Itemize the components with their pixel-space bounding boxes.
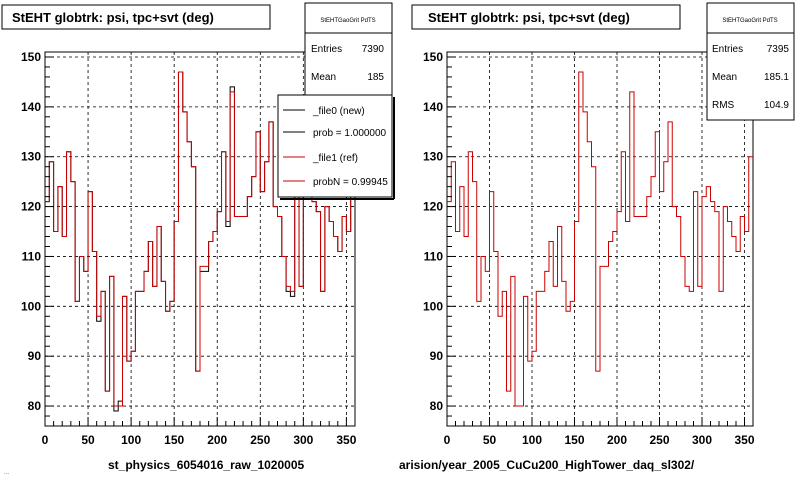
right-stats-rms-label: RMS (712, 100, 735, 111)
left-ytick-label-100: 100 (21, 299, 41, 313)
right-stats-mean-value: 185.1 (764, 72, 789, 83)
right-axes: 0 50 100 150 200 250 300 350 80 90 100 110 120 130 140… (423, 50, 755, 447)
right-series-0 (447, 71, 753, 407)
left-stats-mean-label: Mean (311, 72, 336, 83)
right-xtick-label-200: 200 (607, 433, 627, 447)
left-title: StEHT globtrk: psi, tpc+svt (deg) (12, 10, 214, 25)
left-title-box (1, 4, 271, 30)
left-xtick-label-250: 250 (250, 433, 270, 447)
right-ytick-label-140: 140 (423, 100, 443, 114)
right-xtick-label-100: 100 (522, 433, 542, 447)
left-xtick-label-200: 200 (207, 433, 227, 447)
left-ytick-label-80: 80 (28, 399, 42, 413)
right-ytick-label-100: 100 (423, 299, 443, 313)
legend-entry-file1: _file1 (ref) (312, 153, 358, 164)
left-xtick-label-350: 350 (336, 433, 356, 447)
left-histogram-pad: 0 50 100 150 200 250 300 350 80 90 100 110 120 130 140… (1, 2, 395, 472)
left-xtick-label-150: 150 (164, 433, 184, 447)
left-legend-box: _file0 (new) prob = 1.000000 _file1 (ref… (277, 94, 395, 200)
legend-entry-probn: probN = 0.99945 (313, 177, 388, 188)
right-stats-rms-value: 104.9 (764, 100, 789, 111)
right-xtick-label-350: 350 (734, 433, 754, 447)
left-ytick-label-120: 120 (21, 200, 41, 214)
right-series-group (447, 71, 753, 407)
right-title: StEHT globtrk: psi, tpc+svt (deg) (428, 10, 630, 25)
left-xtick-label-100: 100 (121, 433, 141, 447)
left-xtick-label-0: 0 (42, 433, 49, 447)
legend-entry-file0: _file0 (new) (312, 106, 365, 117)
right-stats-entries-label: Entries (712, 44, 743, 55)
right-stats-entries-value: 7395 (767, 44, 790, 55)
right-xtick-label-250: 250 (649, 433, 669, 447)
left-stats-title: StEHTGaoGrit PdTS (320, 18, 375, 24)
left-xtick-label-50: 50 (81, 433, 95, 447)
left-ytick-label-130: 130 (21, 150, 41, 164)
left-ytick-label-90: 90 (28, 349, 42, 363)
left-stats-entries-label: Entries (311, 44, 342, 55)
right-xtick-label-50: 50 (483, 433, 497, 447)
right-ytick-label-130: 130 (423, 150, 443, 164)
right-ytick-label-80: 80 (430, 399, 444, 413)
left-legend-frame (277, 94, 393, 198)
right-title-box (411, 4, 681, 30)
left-stats-box: StEHTGaoGrit PdTS Entries 7390 Mean 185 (304, 2, 393, 96)
left-ytick-label-110: 110 (22, 249, 42, 263)
right-stats-mean-label: Mean (712, 72, 737, 83)
right-stats-box: StEHTGaoGrit PdTS Entries 7395 Mean 185.… (706, 2, 795, 121)
left-run-label: st_physics_6054016_raw_1020005 (108, 458, 304, 472)
right-stats-title: StEHTGaoGrit PdTS (722, 18, 777, 24)
right-ytick-label-110: 110 (424, 249, 444, 263)
right-ytick-label-120: 120 (423, 200, 443, 214)
left-axes: 0 50 100 150 200 250 300 350 80 90 100 110 120 130 140… (21, 50, 357, 447)
right-stats-frame (706, 2, 795, 121)
right-ytick-label-150: 150 (423, 50, 443, 64)
right-histogram-pad: 0 50 100 150 200 250 300 350 80 90 100 110 120 130 140… (399, 2, 795, 472)
legend-entry-prob: prob = 1.000000 (313, 128, 387, 139)
left-stats-mean-value: 185 (367, 72, 384, 83)
left-ytick-label-150: 150 (21, 50, 41, 64)
left-stats-entries-value: 7390 (362, 44, 385, 55)
right-ytick-label-90: 90 (430, 349, 444, 363)
right-xtick-label-300: 300 (692, 433, 712, 447)
left-ytick-label-140: 140 (21, 100, 41, 114)
right-xtick-label-0: 0 (444, 433, 451, 447)
footer-text: ... (4, 470, 9, 476)
right-xtick-label-150: 150 (564, 433, 584, 447)
left-xtick-label-300: 300 (293, 433, 313, 447)
right-path-label: arision/year_2005_CuCu200_HighTower_daq_… (399, 458, 695, 472)
